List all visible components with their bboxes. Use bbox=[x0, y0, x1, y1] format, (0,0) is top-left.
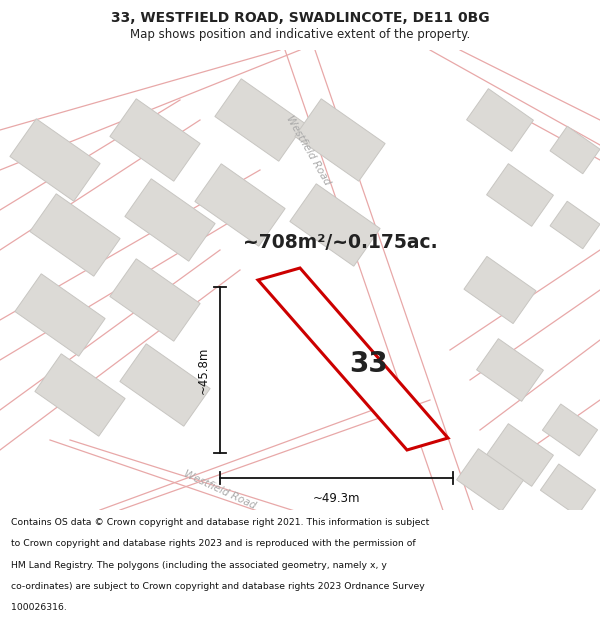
Text: ~49.3m: ~49.3m bbox=[313, 492, 360, 505]
Text: ~708m²/~0.175ac.: ~708m²/~0.175ac. bbox=[242, 234, 437, 253]
Text: Westfield Road: Westfield Road bbox=[284, 114, 332, 186]
Text: ~45.8m: ~45.8m bbox=[197, 346, 210, 394]
Text: Westfield Road: Westfield Road bbox=[182, 469, 257, 511]
Polygon shape bbox=[550, 126, 600, 174]
Polygon shape bbox=[541, 464, 596, 516]
Polygon shape bbox=[125, 179, 215, 261]
Polygon shape bbox=[467, 89, 533, 151]
Text: 100026316.: 100026316. bbox=[11, 603, 67, 612]
Polygon shape bbox=[487, 424, 553, 486]
Text: HM Land Registry. The polygons (including the associated geometry, namely x, y: HM Land Registry. The polygons (includin… bbox=[11, 561, 386, 569]
Polygon shape bbox=[110, 99, 200, 181]
Text: co-ordinates) are subject to Crown copyright and database rights 2023 Ordnance S: co-ordinates) are subject to Crown copyr… bbox=[11, 582, 425, 591]
Polygon shape bbox=[10, 119, 100, 201]
Polygon shape bbox=[542, 404, 598, 456]
Polygon shape bbox=[195, 164, 285, 246]
Text: to Crown copyright and database rights 2023 and is reproduced with the permissio: to Crown copyright and database rights 2… bbox=[11, 539, 415, 548]
Text: 33, WESTFIELD ROAD, SWADLINCOTE, DE11 0BG: 33, WESTFIELD ROAD, SWADLINCOTE, DE11 0B… bbox=[110, 11, 490, 25]
Text: Contains OS data © Crown copyright and database right 2021. This information is : Contains OS data © Crown copyright and d… bbox=[11, 518, 429, 527]
Polygon shape bbox=[30, 194, 120, 276]
Polygon shape bbox=[464, 256, 536, 324]
Polygon shape bbox=[110, 259, 200, 341]
Polygon shape bbox=[258, 268, 448, 450]
Polygon shape bbox=[550, 201, 600, 249]
Polygon shape bbox=[290, 184, 380, 266]
Polygon shape bbox=[120, 344, 210, 426]
Polygon shape bbox=[295, 99, 385, 181]
Polygon shape bbox=[487, 164, 553, 226]
Polygon shape bbox=[215, 79, 305, 161]
Polygon shape bbox=[457, 449, 523, 511]
Polygon shape bbox=[35, 354, 125, 436]
Polygon shape bbox=[15, 274, 105, 356]
Polygon shape bbox=[476, 339, 544, 401]
Text: Map shows position and indicative extent of the property.: Map shows position and indicative extent… bbox=[130, 28, 470, 41]
Text: 33: 33 bbox=[349, 350, 388, 378]
